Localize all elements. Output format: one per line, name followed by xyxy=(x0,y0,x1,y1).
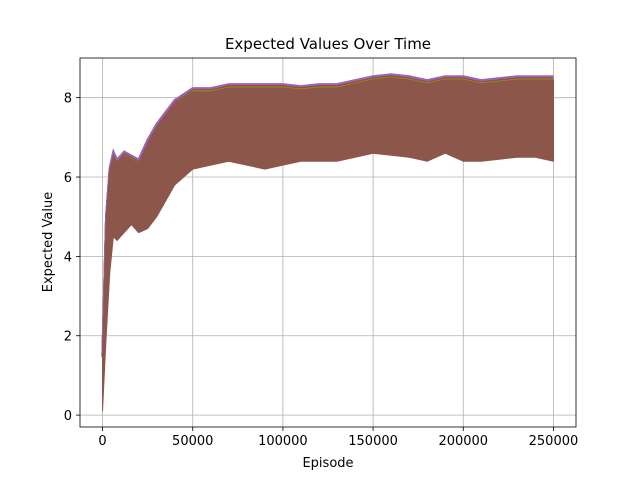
axis-ticks: 0 50000 100000 150000 200000 250000 0 2 4 6 8 xyxy=(64,92,579,449)
y-tick-label: 4 xyxy=(64,250,72,265)
series-line xyxy=(101,73,554,355)
y-tick-label: 8 xyxy=(64,92,72,107)
x-tick-label: 100000 xyxy=(258,434,308,449)
x-axis-label: Episode xyxy=(302,456,353,471)
plot-area xyxy=(101,73,554,412)
axes-frame xyxy=(79,57,577,428)
y-tick-label: 2 xyxy=(64,330,72,345)
x-tick-label: 250000 xyxy=(529,434,579,449)
x-tick-label: 200000 xyxy=(438,434,488,449)
x-tick-label: 150000 xyxy=(348,434,398,449)
x-tick-label: 0 xyxy=(98,434,106,449)
chart-title: Expected Values Over Time xyxy=(225,35,431,53)
x-tick-label: 50000 xyxy=(172,434,213,449)
y-axis-label: Expected Value xyxy=(41,192,56,292)
y-tick-label: 0 xyxy=(64,409,72,424)
expected-value-band xyxy=(102,77,554,412)
y-tick-label: 6 xyxy=(64,171,72,186)
